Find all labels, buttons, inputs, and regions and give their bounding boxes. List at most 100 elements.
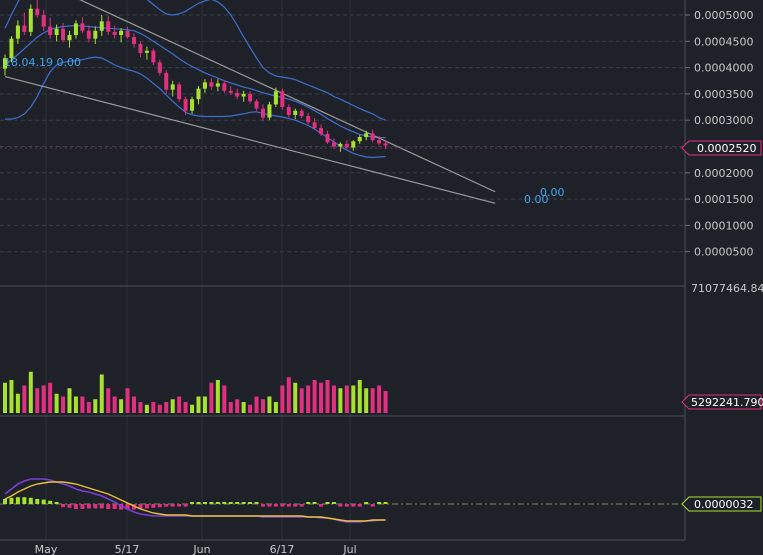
candle-body xyxy=(254,101,259,109)
candle xyxy=(138,41,143,58)
candle xyxy=(338,142,343,152)
candle-body xyxy=(132,37,136,44)
macd-histogram-bar xyxy=(222,502,227,504)
price-tick-label: 0.0005000 xyxy=(694,9,754,22)
candle-body xyxy=(183,99,188,111)
volume-bar xyxy=(183,402,188,413)
volume-badge: 5292241.790 xyxy=(681,394,763,410)
volume-bar xyxy=(93,399,98,413)
wedge-trendlines[interactable] xyxy=(4,0,496,204)
macd-histogram-bar xyxy=(164,504,169,507)
macd-histogram-bar xyxy=(248,502,253,504)
volume-bar xyxy=(215,380,220,413)
candle-body xyxy=(3,58,7,69)
volume-bar xyxy=(157,404,162,413)
macd-current-label: 0.0000032 xyxy=(694,498,754,511)
volume-bar xyxy=(222,385,227,413)
candle xyxy=(170,80,175,97)
candle-body xyxy=(73,23,78,35)
macd-histogram-bar xyxy=(202,502,207,504)
candle-body xyxy=(202,82,207,89)
volume-bar xyxy=(9,380,14,413)
volume-bar xyxy=(106,388,111,413)
candle xyxy=(306,112,311,125)
macd-histogram-bar xyxy=(325,502,330,504)
macd-histogram-bar xyxy=(132,504,136,510)
macd-histogram-bar xyxy=(377,502,382,504)
candle-body xyxy=(144,50,149,53)
candle-body xyxy=(306,115,311,123)
time-tick-label: 5/17 xyxy=(115,543,140,555)
candle-body xyxy=(48,26,53,35)
candle-body xyxy=(215,83,220,87)
candle-body xyxy=(99,21,104,31)
macd-histogram-bar xyxy=(15,497,20,504)
price-tick-label: 0.0004500 xyxy=(694,35,754,48)
macd-histogram-bar xyxy=(312,502,317,504)
macd-histogram-bar xyxy=(261,504,265,507)
candle xyxy=(73,20,78,39)
volume-bar xyxy=(80,396,85,413)
candle-body xyxy=(41,15,46,27)
trendline-lower[interactable] xyxy=(4,75,496,204)
volume-bar xyxy=(151,402,156,413)
macd-histogram-bar xyxy=(35,499,40,504)
candle xyxy=(125,26,130,39)
candle-body xyxy=(235,92,240,97)
candle xyxy=(41,9,46,31)
candle xyxy=(28,4,33,37)
candle xyxy=(61,22,66,43)
candle xyxy=(99,15,104,37)
macd-histogram-bar xyxy=(190,502,195,504)
trendline-upper[interactable] xyxy=(5,0,496,193)
time-axis[interactable]: May 5/17 Jun 6/17 Jul xyxy=(35,543,357,555)
macd-histogram-bar xyxy=(67,504,72,508)
volume-bar xyxy=(377,385,382,413)
signal-line xyxy=(4,481,386,522)
candle-body xyxy=(209,82,214,87)
candle-body xyxy=(196,88,201,100)
candle-body xyxy=(325,133,330,143)
time-tick-label: 6/17 xyxy=(270,543,295,555)
candle xyxy=(151,48,156,65)
candle xyxy=(80,17,85,34)
macd-histogram-bar xyxy=(151,504,156,508)
candle xyxy=(286,104,291,118)
macd-histogram-bar xyxy=(370,504,375,507)
macd-histogram-bar xyxy=(215,502,220,504)
macd-lines xyxy=(4,478,386,523)
candle xyxy=(312,118,317,130)
candle xyxy=(248,91,253,104)
candle-body xyxy=(383,143,388,146)
price-axis[interactable]: 0.0005000 0.0004500 0.0004000 0.0003500 0.00… xyxy=(685,9,754,259)
macd-histogram-bar xyxy=(183,504,188,507)
volume-bar xyxy=(41,385,46,413)
price-tick-label: 0.0001000 xyxy=(694,219,754,232)
candle xyxy=(325,130,330,144)
macd-histogram-bar xyxy=(344,504,349,507)
candle xyxy=(22,12,27,35)
macd-histogram-bar xyxy=(106,504,111,509)
candle-body xyxy=(138,43,143,53)
macd-histogram-bar xyxy=(273,504,278,507)
macd-histogram-bar xyxy=(235,502,240,504)
candle xyxy=(196,86,201,105)
candle xyxy=(190,96,195,114)
macd-histogram-bar xyxy=(48,500,53,504)
volume-bar xyxy=(299,388,304,413)
macd-histogram-bar xyxy=(383,502,388,504)
candle xyxy=(319,124,324,136)
macd-histogram-bar xyxy=(3,499,7,504)
candle-body xyxy=(241,93,246,97)
macd-histogram-bar xyxy=(125,504,130,510)
candle xyxy=(3,54,7,76)
volume-bar xyxy=(331,385,336,413)
candle xyxy=(144,46,149,60)
candle-body xyxy=(170,84,175,90)
candle-body xyxy=(312,122,317,129)
annotation-end-a: 0.00 xyxy=(540,186,565,199)
candle xyxy=(254,99,259,111)
volume-bar xyxy=(86,402,91,413)
candle-body xyxy=(93,30,98,39)
